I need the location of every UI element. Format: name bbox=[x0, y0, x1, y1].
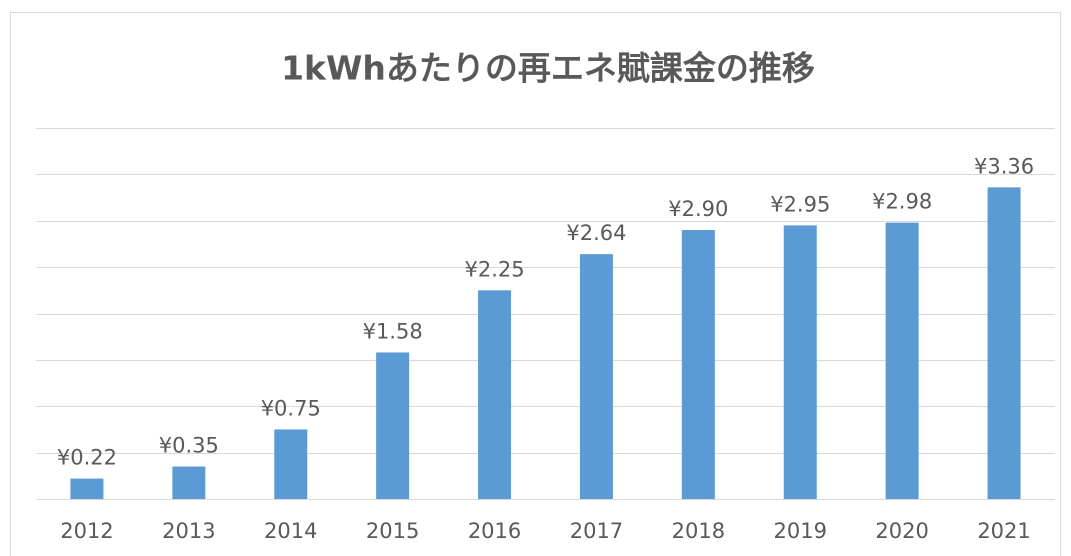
bar bbox=[172, 466, 206, 499]
bar bbox=[478, 290, 512, 499]
value-label: ¥2.25 bbox=[464, 257, 524, 281]
bar bbox=[579, 254, 613, 499]
bar bbox=[70, 478, 104, 499]
value-label: ¥2.95 bbox=[770, 192, 830, 216]
value-label: ¥0.22 bbox=[57, 446, 117, 470]
value-label: ¥2.90 bbox=[668, 197, 728, 221]
value-label: ¥1.58 bbox=[363, 319, 423, 343]
value-label: ¥2.98 bbox=[872, 190, 932, 214]
x-tick-label: 2012 bbox=[60, 519, 113, 543]
bar bbox=[987, 187, 1021, 500]
value-label: ¥0.75 bbox=[261, 396, 321, 420]
bar bbox=[376, 352, 410, 499]
bar bbox=[681, 230, 715, 499]
bar bbox=[885, 222, 919, 500]
x-tick-label: 2013 bbox=[162, 519, 215, 543]
x-tick-label: 2017 bbox=[570, 519, 623, 543]
x-tick-label: 2015 bbox=[366, 519, 419, 543]
chart-title: 1kWhあたりの再エネ賦課金の推移 bbox=[281, 49, 815, 88]
x-tick-label: 2020 bbox=[875, 519, 928, 543]
x-tick-label: 2021 bbox=[977, 519, 1030, 543]
x-tick-label: 2016 bbox=[468, 519, 521, 543]
bar bbox=[783, 225, 817, 499]
x-tick-label: 2018 bbox=[672, 519, 725, 543]
value-label: ¥2.64 bbox=[566, 221, 626, 245]
x-tick-label: 2019 bbox=[774, 519, 827, 543]
bar bbox=[274, 429, 308, 499]
chart-frame bbox=[10, 12, 1061, 556]
value-label: ¥3.36 bbox=[974, 154, 1034, 178]
value-label: ¥0.35 bbox=[159, 434, 219, 458]
x-tick-label: 2014 bbox=[264, 519, 317, 543]
